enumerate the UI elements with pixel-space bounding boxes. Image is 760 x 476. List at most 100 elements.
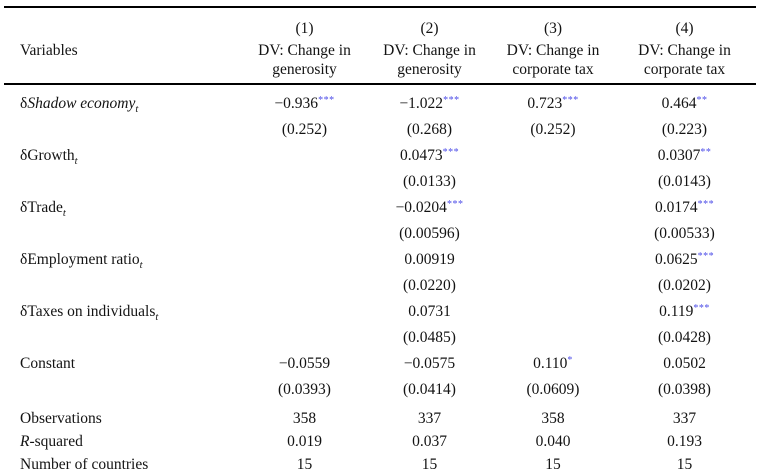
coef-cell — [237, 299, 372, 325]
se-row: (0.0393) (0.0414) (0.0609) (0.0398) — [4, 377, 750, 403]
coef-cell: 0.0174*** — [654, 198, 715, 216]
se-cell: (0.0393) — [278, 380, 331, 398]
row-label: Constant — [20, 354, 76, 372]
coef-cell: 0.119*** — [659, 302, 710, 320]
se-cell: (0.00596) — [399, 224, 460, 242]
column-header-3: (3) DV: Change in corporate tax — [487, 17, 619, 79]
column-header-4: (4) DV: Change in corporate tax — [619, 17, 750, 79]
se-cell: (0.0133) — [403, 172, 456, 190]
row-label: R-squared — [20, 432, 83, 450]
table-row-employment-ratio: δEmployment ratiot 0.00919 0.0625*** — [4, 247, 750, 273]
se-row: (0.0220) (0.0202) — [4, 273, 750, 299]
dv-label-line1: DV: Change in — [258, 42, 351, 59]
summary-value: 15 — [676, 455, 693, 473]
significance-stars: *** — [693, 302, 710, 314]
dv-label-line2: generosity — [272, 61, 337, 78]
se-cell: (0.223) — [661, 120, 708, 138]
header-rule — [4, 83, 756, 85]
se-row: (0.00596) (0.00533) — [4, 221, 750, 247]
summary-value: 0.040 — [535, 432, 571, 450]
column-number: (1) — [295, 20, 314, 37]
se-cell: (0.0414) — [403, 380, 456, 398]
table-row-r-squared: R-squared 0.019 0.037 0.040 0.193 — [4, 430, 750, 453]
variables-header-cell: Variables — [12, 17, 237, 79]
coef-cell: −0.936*** — [274, 94, 335, 112]
significance-stars: ** — [700, 146, 712, 158]
summary-value: 358 — [541, 409, 565, 427]
se-row: (0.0485) (0.0428) — [4, 325, 750, 351]
column-header-2: (2) DV: Change in generosity — [372, 17, 487, 79]
summary-value: 337 — [417, 409, 442, 427]
summary-value: 15 — [421, 455, 438, 473]
dv-label-line2: corporate tax — [512, 61, 594, 78]
significance-stars: *** — [318, 94, 335, 106]
significance-stars: *** — [442, 146, 460, 158]
table-row-observations: Observations 358 337 358 337 — [4, 407, 750, 430]
se-row: (0.0133) (0.0143) — [4, 169, 750, 195]
se-cell: (0.0428) — [658, 328, 711, 346]
se-cell: (0.0398) — [658, 380, 711, 398]
coef-cell: 0.0502 — [663, 354, 706, 372]
table-row-number-of-countries: Number of countries 15 15 15 15 — [4, 453, 750, 476]
table-row-constant: Constant −0.0559 −0.0575 0.110* 0.0502 — [4, 351, 750, 377]
se-cell: (0.0143) — [658, 172, 711, 190]
se-cell: (0.0485) — [403, 328, 456, 346]
dv-label-line2: corporate tax — [643, 61, 726, 78]
summary-value: 15 — [545, 455, 561, 473]
se-cell — [487, 325, 619, 351]
table-header: Variables (1) DV: Change in generosity (… — [4, 8, 750, 83]
se-cell: (0.268) — [406, 120, 453, 138]
variables-header-label: Variables — [20, 42, 78, 59]
table-row-shadow-economy: δShadow economyt −0.936*** −1.022*** 0.7… — [4, 91, 750, 117]
coef-cell — [237, 247, 372, 273]
summary-block: Observations 358 337 358 337 R-squared 0… — [4, 403, 756, 476]
coef-cell: 0.00919 — [404, 250, 455, 268]
summary-value: 337 — [672, 409, 697, 427]
coef-cell — [487, 299, 619, 325]
se-cell — [487, 273, 619, 299]
se-cell — [487, 169, 619, 195]
coef-cell: −1.022*** — [399, 94, 460, 112]
dv-label-line1: DV: Change in — [506, 42, 600, 59]
top-rule — [4, 6, 756, 8]
row-label: Observations — [20, 409, 102, 427]
significance-stars: *** — [446, 198, 464, 210]
significance-stars: *** — [443, 94, 460, 106]
table-body: δShadow economyt −0.936*** −1.022*** 0.7… — [4, 85, 756, 476]
column-number: (2) — [420, 20, 439, 37]
se-cell — [237, 325, 372, 351]
significance-stars: * — [567, 354, 573, 366]
dv-label-line1: DV: Change in — [638, 42, 731, 59]
row-label: δTaxes on individualst — [20, 302, 159, 323]
significance-stars: ** — [696, 94, 708, 106]
summary-value: 358 — [292, 409, 317, 427]
se-cell — [237, 273, 372, 299]
significance-stars: *** — [697, 198, 715, 210]
se-cell — [237, 221, 372, 247]
coef-cell: −0.0559 — [278, 354, 331, 372]
table-row-growth: δGrowtht 0.0473*** 0.0307** — [4, 143, 750, 169]
coef-cell: 0.0307** — [657, 146, 712, 164]
coef-cell: −0.0575 — [403, 354, 456, 372]
coef-cell: −0.0204*** — [395, 198, 464, 216]
coef-cell: 0.464** — [661, 94, 708, 112]
se-cell — [487, 221, 619, 247]
se-cell — [237, 169, 372, 195]
significance-stars: *** — [562, 94, 579, 106]
row-label: Number of countries — [20, 455, 149, 473]
se-cell: (0.0609) — [526, 380, 580, 398]
coef-cell: 0.110* — [533, 354, 573, 372]
table-row-trade: δTradet −0.0204*** 0.0174*** — [4, 195, 750, 221]
coef-cell: 0.723*** — [527, 94, 579, 112]
column-number: (3) — [543, 20, 563, 37]
regression-table: Variables (1) DV: Change in generosity (… — [4, 0, 756, 476]
se-row: (0.252) (0.268) (0.252) (0.223) — [4, 117, 750, 143]
table-row-taxes-on-individuals: δTaxes on individualst 0.0731 0.119*** — [4, 299, 750, 325]
coef-cell — [487, 143, 619, 169]
row-label: δTradet — [20, 198, 66, 219]
dv-label-line2: generosity — [397, 61, 462, 78]
summary-value: 0.019 — [287, 432, 322, 450]
coef-cell — [487, 195, 619, 221]
se-cell: (0.252) — [281, 120, 328, 138]
column-header-1: (1) DV: Change in generosity — [237, 17, 372, 79]
